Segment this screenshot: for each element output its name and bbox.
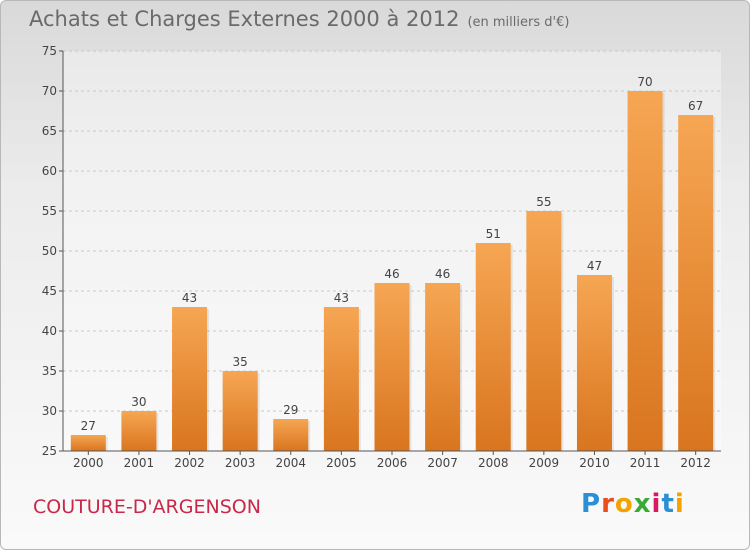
- bar: [323, 307, 359, 451]
- bar: [425, 283, 461, 451]
- y-tick-label: 75: [42, 44, 57, 58]
- y-tick-label: 70: [42, 84, 57, 98]
- logo-letter: i: [651, 489, 662, 519]
- x-tick-label: 2002: [174, 456, 205, 470]
- x-tick-label: 2003: [225, 456, 256, 470]
- chart-subtitle: (en milliers d'€): [467, 15, 570, 30]
- bar-value-label: 47: [587, 259, 602, 273]
- axes: 25 30 35 40 45 50 55 60 65 70 75 2000 2001 2002 2003 20…: [42, 44, 721, 470]
- bar-value-label: 27: [81, 419, 96, 433]
- y-tick-label: 35: [42, 364, 57, 378]
- x-tick-label: 2009: [529, 456, 560, 470]
- x-tick-label: 2001: [124, 456, 155, 470]
- y-tick-label: 65: [42, 124, 57, 138]
- bar: [475, 243, 511, 451]
- y-tick-label: 45: [42, 284, 57, 298]
- logo-letter: x: [633, 489, 652, 519]
- bar: [576, 275, 612, 451]
- bar: [222, 371, 258, 451]
- x-tick-label: 2007: [427, 456, 458, 470]
- bar-value-label: 46: [384, 267, 399, 281]
- y-tick-label: 25: [42, 444, 57, 458]
- x-tick-label: 2000: [73, 456, 104, 470]
- bar-value-label: 70: [637, 75, 652, 89]
- x-tick-label: 2011: [630, 456, 661, 470]
- logo-letter: r: [601, 489, 615, 519]
- bar-value-label: 51: [486, 227, 501, 241]
- bar-value-label: 43: [182, 291, 197, 305]
- bar: [273, 419, 309, 451]
- x-tick-label: 2010: [579, 456, 610, 470]
- chart-title-text: Achats et Charges Externes 2000 à 2012: [29, 7, 460, 31]
- x-tick-label: 2008: [478, 456, 509, 470]
- logo-letter: o: [614, 489, 634, 519]
- bar-value-label: 29: [283, 403, 298, 417]
- proxiti-logo: Proxiti: [581, 489, 685, 519]
- y-tick-label: 50: [42, 244, 57, 258]
- bar: [526, 211, 562, 451]
- logo-letter: t: [661, 489, 675, 519]
- bar-value-label: 35: [233, 355, 248, 369]
- x-tick-label: 2012: [680, 456, 711, 470]
- bar: [374, 283, 410, 451]
- bar-value-label: 43: [334, 291, 349, 305]
- x-tick-label: 2004: [275, 456, 306, 470]
- commune-name: COUTURE-D'ARGENSON: [33, 496, 261, 518]
- bar-value-label: 46: [435, 267, 450, 281]
- x-tick-label: 2006: [377, 456, 408, 470]
- y-tick-label: 40: [42, 324, 57, 338]
- bar-value-label: 30: [131, 395, 146, 409]
- bar: [172, 307, 208, 451]
- bar-value-label: 55: [536, 195, 551, 209]
- y-tick-label: 55: [42, 204, 57, 218]
- logo-letter: i: [674, 489, 685, 519]
- x-tick-label: 2005: [326, 456, 357, 470]
- bar: [121, 411, 157, 451]
- chart-title: Achats et Charges Externes 2000 à 2012 (e…: [29, 7, 569, 31]
- bar: [627, 91, 663, 451]
- bar: [70, 435, 106, 451]
- y-tick-label: 30: [42, 404, 57, 418]
- bar-value-label: 67: [688, 99, 703, 113]
- bars: 27 30 43 35 29 43 46 46 51 55 47 70 67: [70, 75, 716, 451]
- y-tick-label: 60: [42, 164, 57, 178]
- bar: [678, 115, 714, 451]
- logo-letter: P: [581, 489, 602, 519]
